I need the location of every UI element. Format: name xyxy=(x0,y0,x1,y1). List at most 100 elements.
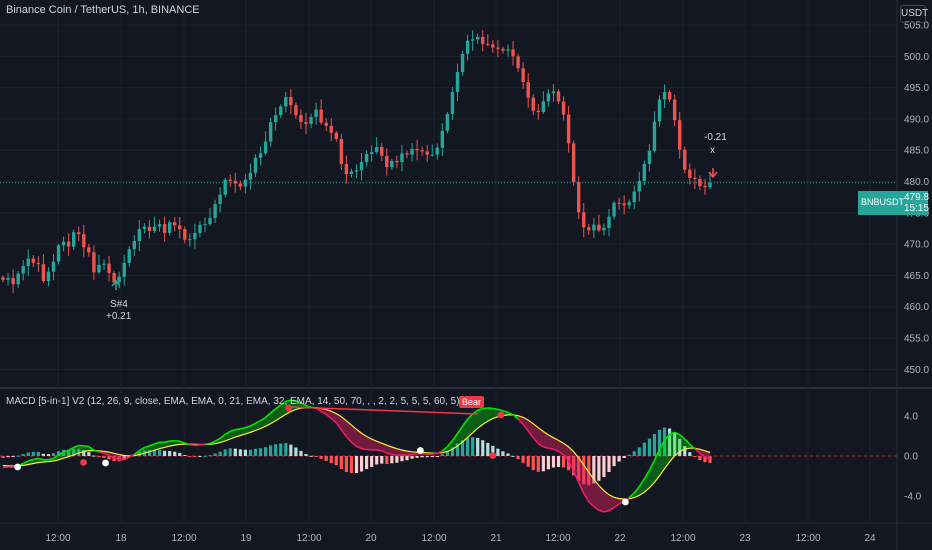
histogram-bar xyxy=(516,456,520,460)
candle-up xyxy=(152,226,157,231)
histogram-bar xyxy=(511,455,515,457)
macd-signal-fill xyxy=(326,409,332,419)
macd-signal-fill xyxy=(568,446,574,472)
macd-line-segment xyxy=(270,408,277,414)
candle-down xyxy=(617,202,621,204)
macd-signal-fill xyxy=(351,425,357,447)
histogram-bar xyxy=(228,448,232,456)
chart-title: Binance Coin / TetherUS, 1h, BINANCE xyxy=(6,4,200,16)
macd-line-segment xyxy=(350,441,358,448)
candle-down xyxy=(238,183,243,187)
macd-line-segment xyxy=(613,503,620,509)
macd-line-segment xyxy=(512,414,519,420)
candle-down xyxy=(693,177,697,180)
histogram-bar xyxy=(572,456,576,476)
histogram-bar xyxy=(435,456,439,457)
buy-arrow-icon xyxy=(111,279,121,290)
signal-dot xyxy=(80,459,87,466)
candle-up xyxy=(193,232,197,240)
time-tick-label: 18 xyxy=(115,533,127,544)
histogram-bar xyxy=(31,451,35,456)
candle-down xyxy=(481,36,485,44)
candle-up xyxy=(309,117,313,124)
currency-button[interactable]: USDT xyxy=(900,5,928,23)
macd-signal-fill xyxy=(336,413,342,430)
candle-down xyxy=(511,49,515,57)
histogram-bar xyxy=(673,432,677,456)
candle-down xyxy=(107,263,111,273)
macd-line-segment xyxy=(235,428,241,431)
macd-signal-fill xyxy=(78,445,84,453)
histogram-bar xyxy=(627,454,631,456)
histogram-bar xyxy=(324,456,328,461)
histogram-bar xyxy=(193,456,197,457)
macd-line-segment xyxy=(108,454,115,460)
macd-line-segment xyxy=(179,440,186,444)
candle-up xyxy=(642,164,647,181)
candle-down xyxy=(173,222,177,226)
macd-line-segment xyxy=(73,444,80,449)
candle-up xyxy=(465,40,470,54)
macd-signal-fill xyxy=(371,439,377,450)
macd-tick-label: 0.0 xyxy=(904,452,918,463)
price-tick-label: 495.0 xyxy=(904,83,929,94)
macd-signal-fill xyxy=(664,434,670,469)
macd-signal-fill xyxy=(366,436,372,450)
histogram-bar xyxy=(334,456,338,466)
candle-down xyxy=(425,151,429,155)
candle-up xyxy=(657,99,662,122)
histogram-bar xyxy=(299,450,303,456)
indicator-title[interactable]: MACD [5-in-1] V2 (12, 26, 9, close, EMA,… xyxy=(6,396,460,407)
signal-line xyxy=(2,406,711,500)
candle-up xyxy=(223,179,227,195)
bar-countdown: 15:15 xyxy=(904,203,930,214)
macd-line-segment xyxy=(280,400,287,406)
histogram-bar xyxy=(188,456,192,457)
histogram-bar xyxy=(152,449,157,456)
macd-line-segment xyxy=(679,434,686,440)
histogram-bar xyxy=(264,447,268,456)
macd-line-segment xyxy=(93,449,100,453)
candle-up xyxy=(208,217,212,225)
histogram-bar xyxy=(1,456,5,458)
candle-up xyxy=(455,71,460,93)
candle-down xyxy=(420,150,424,152)
histogram-bar xyxy=(294,447,298,456)
candle-up xyxy=(314,109,318,118)
candle-up xyxy=(203,224,207,226)
candle-up xyxy=(369,152,374,154)
signal-dot xyxy=(489,452,497,459)
macd-line-segment xyxy=(219,433,226,439)
macd-signal-fill xyxy=(220,434,226,443)
candle-up xyxy=(61,241,66,246)
time-tick-label: 21 xyxy=(490,533,502,544)
macd-line-segment xyxy=(63,449,69,453)
candle-up xyxy=(46,271,51,282)
macd-line-segment xyxy=(255,419,261,424)
histogram-bar xyxy=(617,456,621,462)
candle-up xyxy=(708,182,712,188)
histogram-bar xyxy=(410,456,414,459)
histogram-bar xyxy=(304,454,308,456)
macd-line-segment xyxy=(103,452,110,457)
histogram-bar xyxy=(486,442,490,456)
candle-down xyxy=(501,48,505,51)
histogram-bar xyxy=(466,437,470,456)
macd-line-segment xyxy=(456,425,464,434)
macd-signal-fill xyxy=(391,447,397,456)
macd-line-segment xyxy=(658,439,666,450)
last-price-tag: BNBUSDT 479.8 15:15 xyxy=(858,191,930,215)
histogram-bar xyxy=(561,456,566,468)
histogram-bar xyxy=(425,456,429,458)
macd-line-segment xyxy=(451,433,459,442)
macd-line-segment xyxy=(386,452,393,456)
candle-down xyxy=(622,203,626,206)
macd-line-segment xyxy=(68,446,75,452)
macd-line-segment xyxy=(149,443,155,447)
macd-line-segment xyxy=(497,408,504,412)
macd-signal-fill xyxy=(230,429,236,439)
candle-up xyxy=(16,273,20,285)
sell-signal-mark: x xyxy=(710,145,715,156)
